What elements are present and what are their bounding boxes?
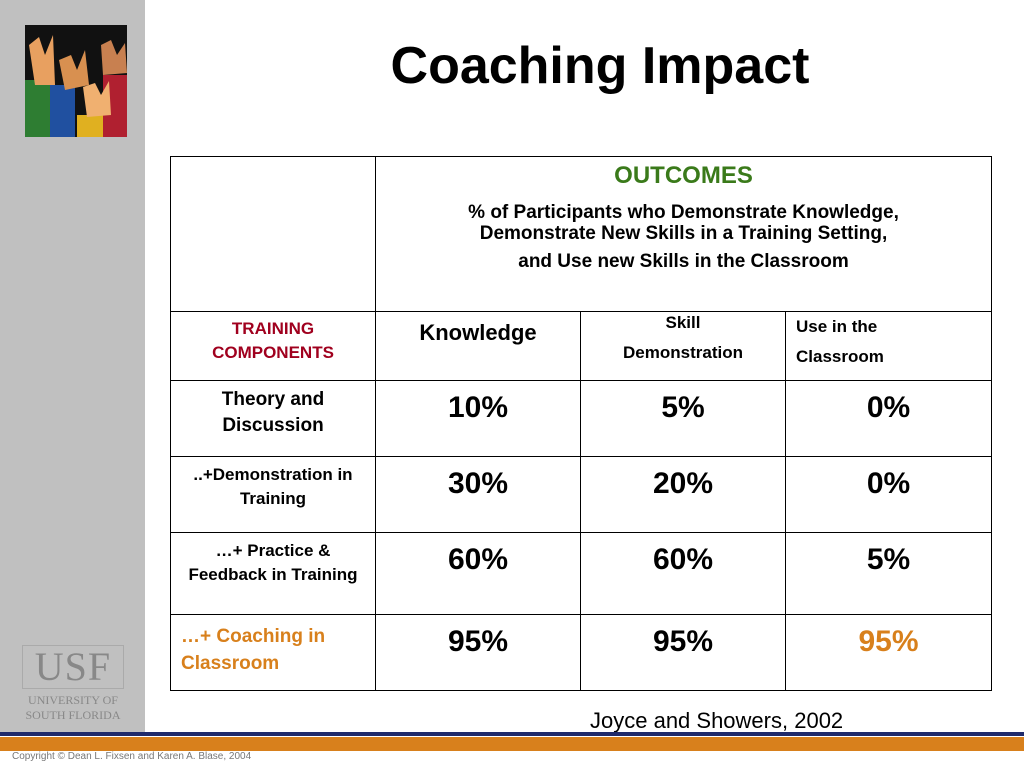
logo-line: SOUTH FLORIDA: [25, 708, 121, 722]
value-cell: 5%: [580, 380, 786, 457]
row-label: …+ Coaching in Classroom: [170, 614, 376, 691]
value-cell: 95%: [784, 614, 993, 691]
column-header: Knowledge: [375, 311, 581, 381]
column-header-line: Use in the: [796, 317, 878, 336]
row-label: ..+Demonstration in Training: [170, 456, 376, 533]
copyright: Copyright © Dean L. Fixsen and Karen A. …: [12, 751, 252, 762]
column-header: Skill Demonstration: [580, 311, 786, 381]
value-cell: 20%: [580, 456, 786, 533]
column-header: Use in the Classroom: [784, 311, 993, 381]
logo-image: [25, 25, 127, 137]
value-cell: 0%: [784, 380, 993, 457]
row-label: …+ Practice & Feedback in Training: [170, 532, 376, 615]
description-line: Demonstrate New Skills in a Training Set…: [479, 223, 888, 244]
usf-logo: USF UNIVERSITY OF SOUTH FLORIDA: [22, 645, 124, 723]
footer-band: [0, 737, 1024, 751]
table-row: …+ Practice & Feedback in Training 60% 60%…: [170, 532, 993, 615]
logo-mark: USF: [22, 645, 124, 689]
column-header-line: Skill: [665, 313, 701, 332]
value-cell: 95%: [580, 614, 786, 691]
row-header-line: COMPONENTS: [212, 343, 334, 362]
value-cell: 95%: [375, 614, 581, 691]
value-cell: 0%: [784, 456, 993, 533]
column-header-line: Classroom: [796, 347, 884, 366]
column-header-line: Knowledge: [419, 320, 537, 345]
row-label: Theory and Discussion: [170, 380, 376, 457]
table-row: …+ Coaching in Classroom 95% 95% 95%: [170, 614, 993, 691]
value-cell: 60%: [375, 532, 581, 615]
value-cell: 10%: [375, 380, 581, 457]
table: OUTCOMES % of Participants who Demonstra…: [170, 156, 993, 691]
row-header: TRAINING COMPONENTS: [170, 311, 376, 381]
empty-cell: [170, 156, 376, 312]
outcomes: OUTCOMES: [614, 162, 753, 189]
value-cell: 30%: [375, 456, 581, 533]
citation: Joyce and Showers, 2002: [590, 708, 844, 733]
description-line: and Use new Skills in the Classroom: [518, 251, 849, 272]
description: % of Participants who Demonstrate Knowle…: [376, 190, 991, 272]
row-header-line: TRAINING: [231, 319, 315, 338]
value-cell: 60%: [580, 532, 786, 615]
logo-line: UNIVERSITY OF: [28, 693, 118, 707]
description-line: % of Participants who Demonstrate Knowle…: [468, 202, 899, 223]
title: Coaching Impact: [390, 37, 810, 95]
column-header-line: Demonstration: [623, 343, 743, 362]
footer-line: [0, 732, 1024, 736]
table-row: ..+Demonstration in Training 30% 20% 0%: [170, 456, 993, 533]
value-cell: 5%: [784, 532, 993, 615]
table-row: Theory and Discussion 10% 5% 0%: [170, 380, 993, 457]
outcomes-cell: OUTCOMES % of Participants who Demonstra…: [374, 156, 993, 312]
